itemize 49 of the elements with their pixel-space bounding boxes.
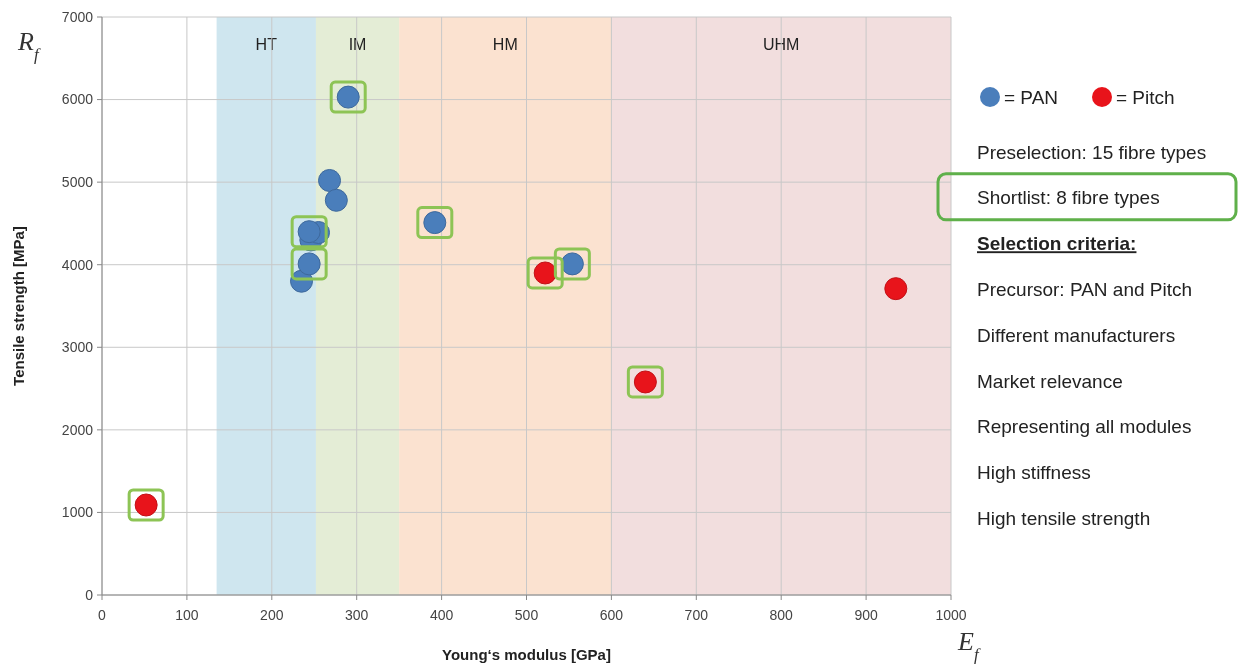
x-tick-label: 600 bbox=[599, 607, 624, 623]
y-tick-label: 7000 bbox=[61, 8, 94, 25]
text: E$_{f}$ bbox=[957, 627, 981, 664]
point bbox=[324, 188, 348, 212]
legend-label: = PAN bbox=[1004, 86, 1059, 108]
text: Selection criteria: bbox=[977, 233, 1137, 255]
point bbox=[329, 80, 367, 114]
x-tick-label: 900 bbox=[854, 607, 878, 623]
x-tick-label: 1000 bbox=[935, 607, 967, 623]
point bbox=[526, 256, 564, 290]
point bbox=[318, 168, 342, 192]
text: High stiffness bbox=[977, 462, 1091, 484]
point bbox=[884, 277, 908, 301]
point bbox=[553, 247, 591, 281]
legend-label: = Pitch bbox=[1116, 86, 1175, 108]
text: High tensile strength bbox=[977, 508, 1151, 530]
x-tick-label: 0 bbox=[98, 607, 107, 623]
x-tick-label: 200 bbox=[260, 607, 284, 623]
point bbox=[416, 206, 454, 240]
x-tick-label: 800 bbox=[769, 607, 794, 623]
x-tick-label: 400 bbox=[429, 607, 454, 623]
y-tick-label: 4000 bbox=[61, 256, 94, 273]
x-tick-label: 500 bbox=[514, 607, 539, 623]
point bbox=[290, 215, 328, 249]
text: Preselection: 15 fibre types bbox=[977, 141, 1207, 163]
y-tick-label: 6000 bbox=[61, 91, 94, 108]
band-label: IM bbox=[348, 36, 367, 53]
text: R$_{f}$ bbox=[17, 27, 41, 64]
band-label: UHM bbox=[762, 36, 800, 53]
band-label: HM bbox=[492, 36, 518, 53]
x-tick-label: 700 bbox=[684, 607, 709, 623]
text: Shortlist: 8 fibre types bbox=[977, 187, 1160, 209]
band-label: HT bbox=[255, 36, 278, 53]
point bbox=[626, 365, 664, 399]
x-axis-title: Young‘s modulus [GPa] bbox=[442, 646, 611, 663]
x-tick-label: 300 bbox=[345, 607, 369, 623]
x-tick-label: 100 bbox=[175, 607, 199, 623]
text: Representing all modules bbox=[977, 416, 1192, 438]
y-tick-label: 5000 bbox=[61, 174, 94, 191]
y-tick-label: 3000 bbox=[61, 339, 94, 356]
y-tick-label: 2000 bbox=[61, 421, 94, 438]
point bbox=[290, 247, 328, 281]
text: Different manufacturers bbox=[977, 324, 1176, 346]
point bbox=[127, 488, 165, 522]
y-tick-label: 0 bbox=[85, 586, 94, 603]
y-tick-label: 1000 bbox=[61, 504, 94, 521]
text: Precursor: PAN and Pitch bbox=[977, 279, 1193, 301]
y-axis-title: Tensile strength [MPa] bbox=[10, 226, 27, 386]
text: Market relevance bbox=[977, 370, 1123, 392]
